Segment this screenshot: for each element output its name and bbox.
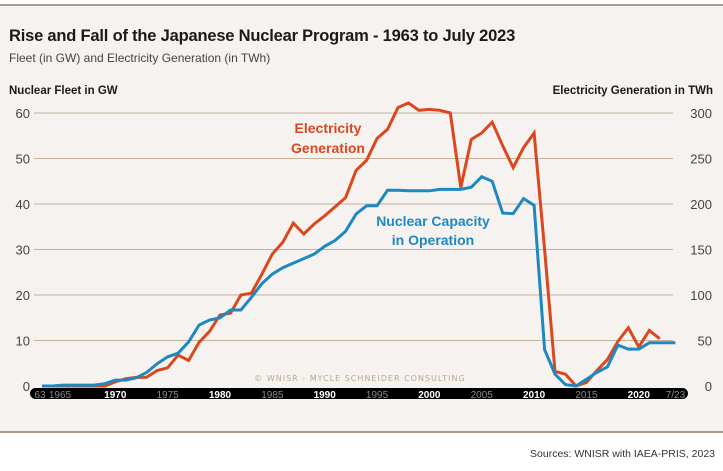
left-tick-label: 10 bbox=[16, 334, 30, 349]
right-tick-label: 50 bbox=[698, 334, 712, 349]
gridlines bbox=[34, 112, 673, 341]
left-tick-label: 0 bbox=[23, 379, 30, 394]
right-tick-label: 300 bbox=[690, 106, 712, 121]
left-axis-title: Nuclear Fleet in GW bbox=[9, 85, 118, 97]
x-axis-band: 63 1965 1970 1975 1980 1985 1990 1995 2000 2005 20… bbox=[30, 388, 688, 401]
watermark: © WNISR - MYCLE SCHNEIDER CONSULTING bbox=[254, 374, 465, 383]
x-tick-label: 63 bbox=[34, 390, 46, 401]
right-tick-label: 0 bbox=[705, 379, 712, 394]
generation-line bbox=[42, 101, 661, 388]
x-tick-label: 2000 bbox=[418, 390, 441, 401]
right-tick-label: 100 bbox=[690, 288, 712, 303]
x-tick-label: 1985 bbox=[261, 390, 284, 401]
x-tick-label: 2015 bbox=[575, 390, 598, 401]
generation-label: Generation bbox=[291, 140, 365, 156]
chart-subtitle: Fleet (in GW) and Electricity Generation… bbox=[9, 51, 271, 65]
left-tick-label: 60 bbox=[16, 106, 30, 121]
x-tick-label: 2020 bbox=[628, 390, 651, 401]
left-tick-label: 30 bbox=[16, 243, 30, 258]
left-axis-ticks: 0 10 20 30 40 50 60 bbox=[16, 106, 30, 394]
x-tick-label: 1970 bbox=[104, 390, 127, 401]
capacity-label: Nuclear Capacity bbox=[376, 213, 490, 229]
x-tick-label: 1975 bbox=[157, 390, 180, 401]
series-lines bbox=[42, 101, 676, 388]
left-tick-label: 50 bbox=[16, 152, 30, 167]
right-tick-label: 200 bbox=[690, 197, 712, 212]
capacity-line bbox=[42, 174, 676, 388]
x-tick-label: 2005 bbox=[471, 390, 494, 401]
left-tick-label: 40 bbox=[16, 197, 30, 212]
capacity-label: in Operation bbox=[392, 232, 474, 248]
sources-note: Sources: WNISR with IAEA-PRIS, 2023 bbox=[530, 448, 715, 460]
generation-label: Electricity bbox=[295, 120, 362, 136]
right-axis-title: Electricity Generation in TWh bbox=[552, 85, 713, 97]
chart-title: Rise and Fall of the Japanese Nuclear Pr… bbox=[9, 27, 516, 45]
x-tick-label: 1995 bbox=[366, 390, 389, 401]
left-tick-label: 20 bbox=[16, 288, 30, 303]
x-tick-label: 1980 bbox=[209, 390, 232, 401]
x-tick-label: 1965 bbox=[49, 390, 72, 401]
right-tick-label: 150 bbox=[690, 243, 712, 258]
series-labels: Electricity Generation Nuclear Capacity in … bbox=[291, 120, 490, 248]
chart-panel bbox=[0, 4, 723, 433]
x-tick-label: 1990 bbox=[314, 390, 337, 401]
right-axis-ticks: 0 50 100 150 200 250 300 bbox=[690, 106, 712, 394]
right-tick-label: 250 bbox=[690, 152, 712, 167]
x-tick-label: 7/23 bbox=[666, 390, 686, 401]
x-axis-bar bbox=[30, 388, 688, 399]
x-tick-label: 2010 bbox=[523, 390, 546, 401]
